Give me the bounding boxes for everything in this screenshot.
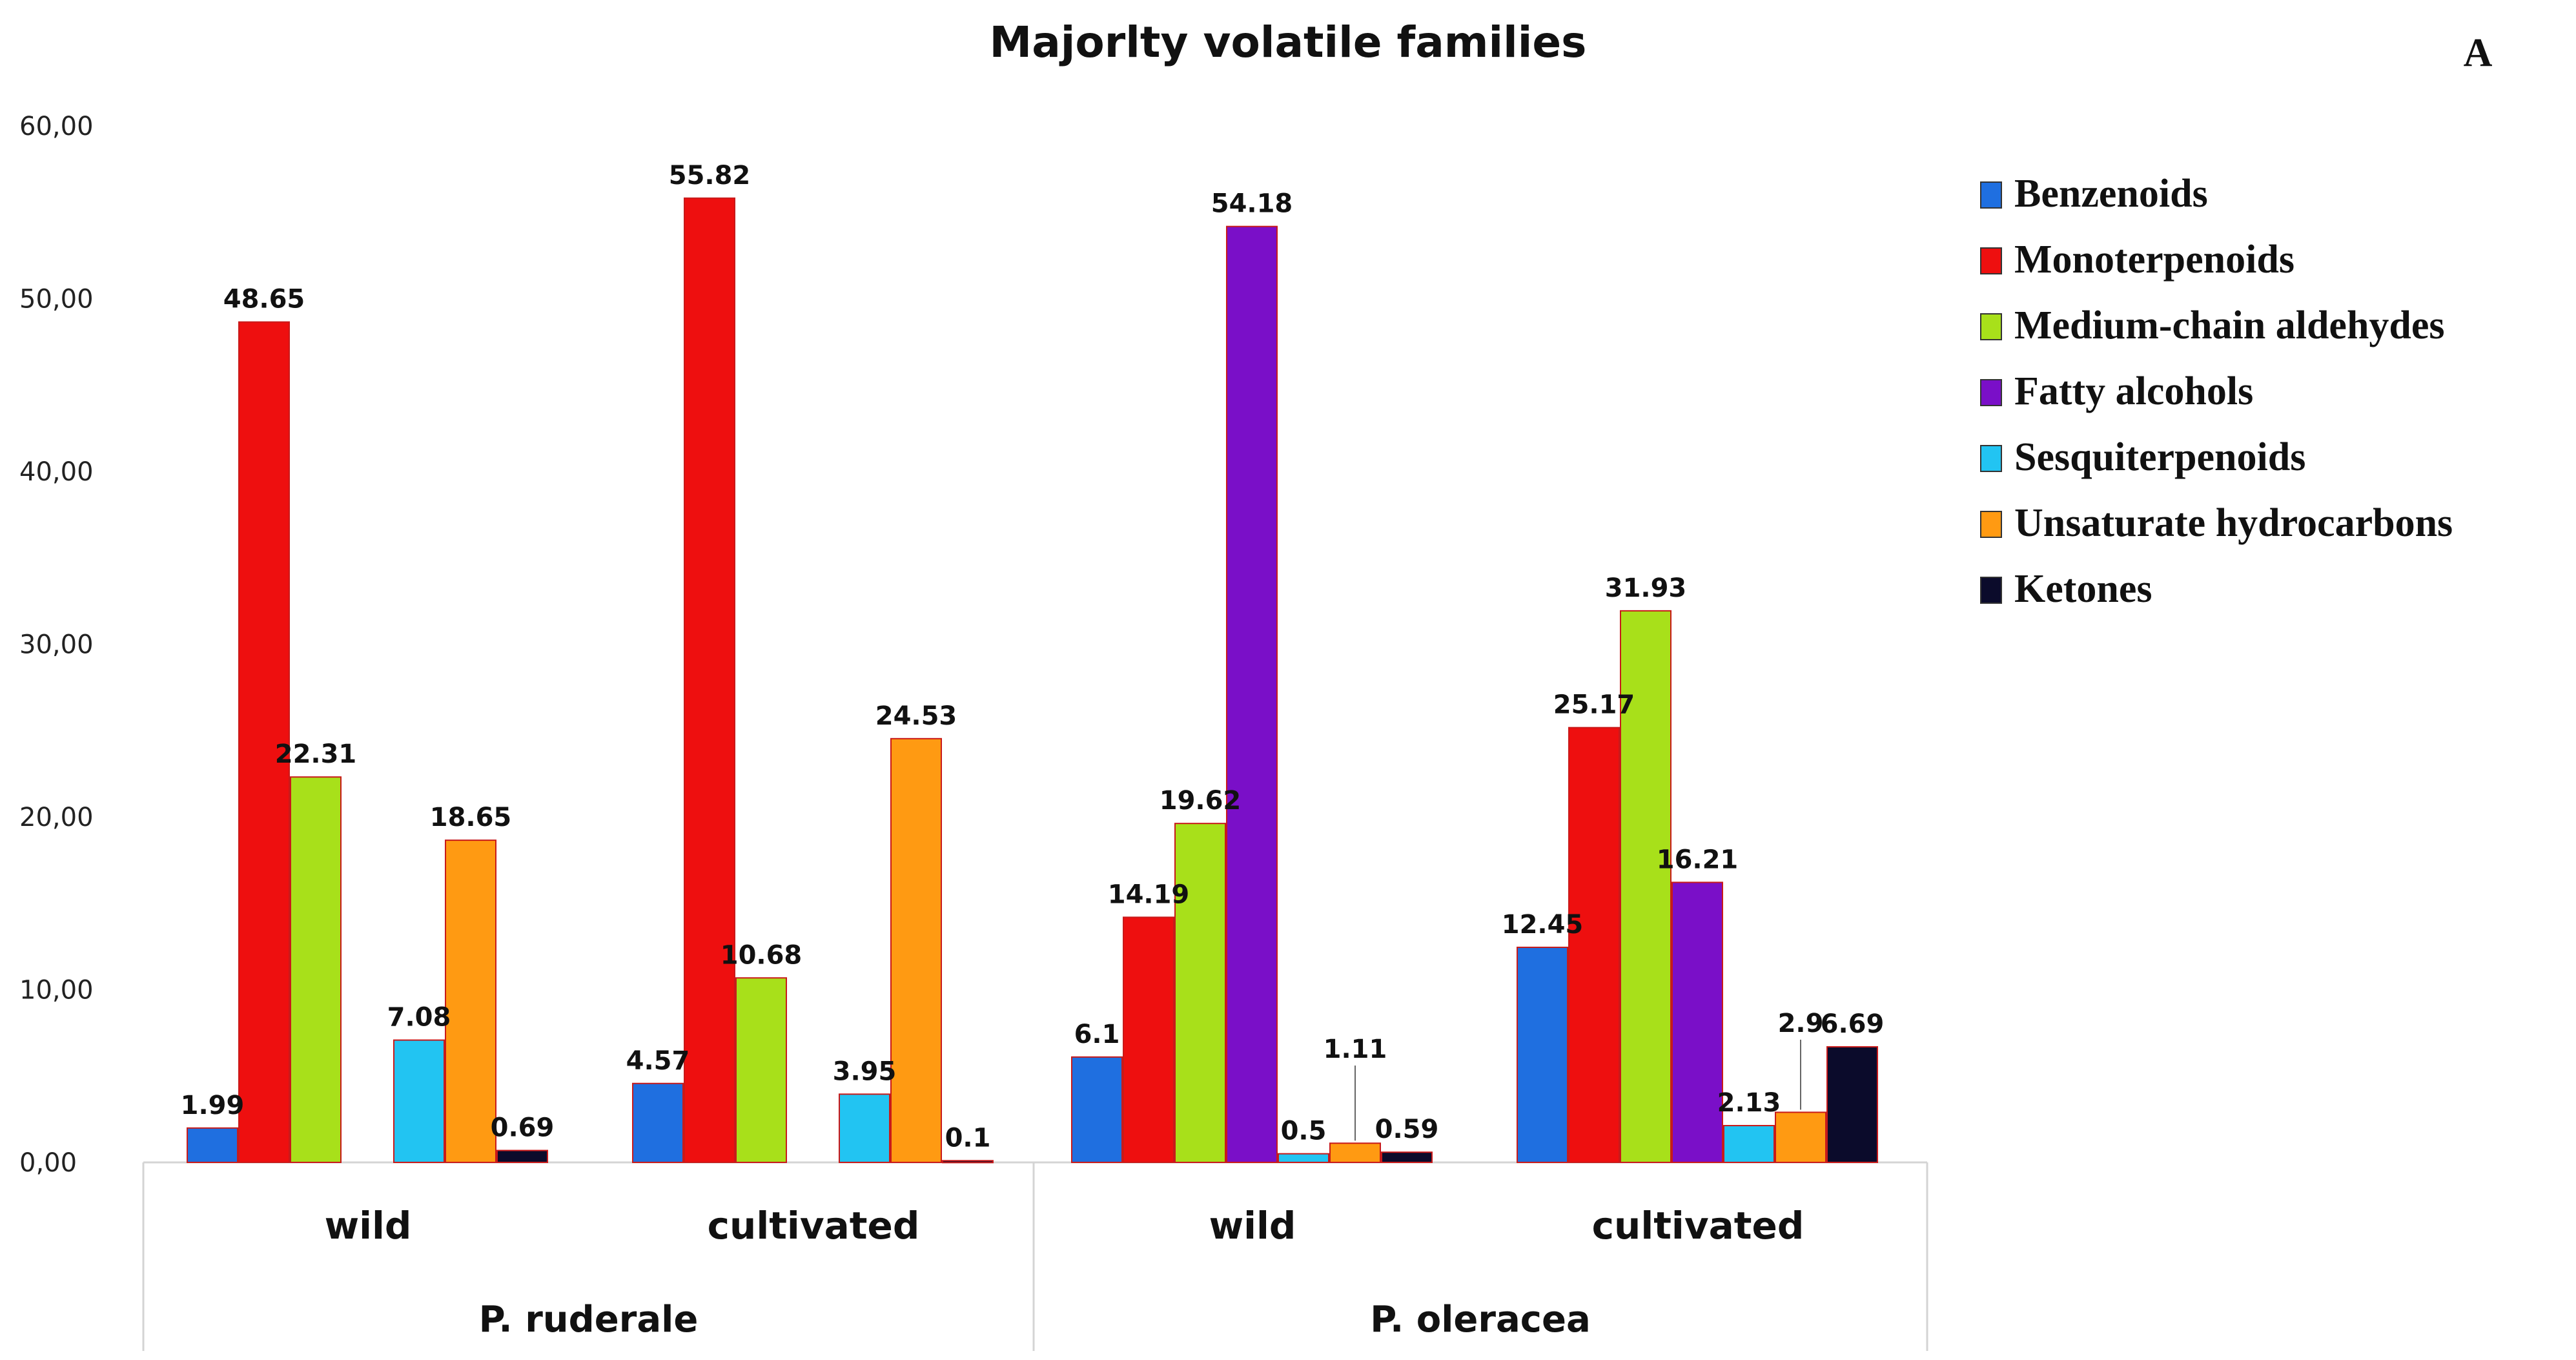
legend-swatch: [1980, 313, 2002, 340]
x-category-label: cultivated: [1592, 1204, 1804, 1248]
data-label: 2.13: [1717, 1088, 1781, 1118]
data-label: 3.95: [833, 1056, 897, 1086]
bar: [238, 321, 290, 1163]
data-label: 16.21: [1657, 845, 1739, 874]
bar: [1517, 946, 1568, 1164]
data-labels-layer: 1.99 4.57 6.1 12.45 48.65 55.82 14.19 25.17 22.3…: [181, 161, 1885, 1153]
data-label: 0.69: [491, 1113, 555, 1143]
bar: [890, 737, 942, 1163]
data-label: 6.1: [1074, 1020, 1120, 1049]
bar: [496, 1149, 548, 1163]
legend-swatch: [1980, 379, 2002, 406]
y-tick-label: 30,00: [19, 630, 94, 660]
data-label: 54.18: [1211, 189, 1293, 219]
legend-label: Ketones: [2014, 567, 2152, 611]
bar: [1278, 1153, 1329, 1163]
data-label: 24.53: [875, 701, 957, 731]
bar: [1071, 1056, 1123, 1163]
bar: [187, 1127, 238, 1163]
data-label: 18.65: [430, 803, 512, 832]
x-group-label: P. ruderale: [479, 1299, 699, 1341]
bar: [1381, 1151, 1433, 1164]
legend-label: Fatty alcohols: [2014, 369, 2253, 413]
data-label: 1.11: [1324, 1035, 1387, 1064]
bar: [735, 977, 787, 1164]
legend-swatch: [1980, 181, 2002, 209]
data-label: 14.19: [1108, 880, 1190, 909]
data-label: 0.1: [945, 1123, 991, 1153]
data-label: 0.59: [1375, 1115, 1439, 1144]
data-label: 25.17: [1553, 690, 1635, 720]
legend: Benzenoids Monoterpenoids Medium-chain ald…: [1980, 172, 2453, 611]
bar: [684, 197, 735, 1164]
bar: [1671, 881, 1723, 1163]
bar: [1174, 823, 1226, 1164]
data-label: 19.62: [1160, 786, 1242, 816]
panel-label: A: [2464, 31, 2493, 75]
bar: [1568, 726, 1620, 1163]
x-category-label: wild: [325, 1204, 412, 1248]
bar: [632, 1082, 684, 1163]
data-label: 4.57: [626, 1046, 690, 1076]
legend-swatch: [1980, 577, 2002, 604]
bar: [1775, 1111, 1826, 1164]
bar: [290, 776, 342, 1163]
legend-label: Monoterpenoids: [2014, 238, 2295, 282]
x-group-label: P. oleracea: [1370, 1299, 1591, 1341]
bar: [839, 1093, 890, 1164]
bar: [942, 1160, 994, 1164]
bar: [393, 1039, 445, 1163]
bar: [1226, 225, 1278, 1163]
bar: [1826, 1046, 1878, 1163]
legend-label: Benzenoids: [2014, 172, 2208, 216]
bar: [1723, 1125, 1775, 1163]
bar: [1329, 1142, 1381, 1163]
data-label: 31.93: [1605, 573, 1687, 603]
y-tick-label: 40,00: [19, 457, 94, 487]
y-tick-label: 50,00: [19, 285, 94, 314]
legend-label: Unsaturate hydrocarbons: [2014, 501, 2453, 545]
data-label: 6.69: [1821, 1009, 1885, 1039]
bars-layer: [187, 197, 1878, 1164]
bar: [1620, 610, 1671, 1163]
y-tick-label: 60,00: [19, 112, 94, 141]
data-label: 7.08: [387, 1003, 451, 1033]
data-label: 10.68: [721, 940, 802, 970]
chart-title: Majorlty volatile families: [990, 17, 1587, 67]
x-category-label: cultivated: [708, 1204, 920, 1248]
legend-swatch: [1980, 247, 2002, 274]
y-tick-label: 0,00: [19, 1148, 77, 1178]
x-category-label: wild: [1209, 1204, 1296, 1248]
data-label: 55.82: [669, 161, 751, 191]
y-tick-label: 10,00: [19, 976, 94, 1005]
bar: [445, 840, 496, 1164]
data-label: 1.99: [181, 1091, 245, 1120]
data-label: 22.31: [275, 739, 357, 769]
y-tick-label: 20,00: [19, 803, 94, 832]
data-label: 48.65: [223, 285, 305, 314]
data-label: 0.5: [1281, 1117, 1327, 1146]
bar: [1123, 916, 1174, 1163]
legend-swatch: [1980, 511, 2002, 538]
data-label: 12.45: [1502, 910, 1584, 940]
legend-label: Sesquiterpenoids: [2014, 435, 2305, 479]
legend-swatch: [1980, 445, 2002, 472]
legend-label: Medium-chain aldehydes: [2014, 304, 2445, 347]
data-label: 2.9: [1778, 1009, 1824, 1038]
